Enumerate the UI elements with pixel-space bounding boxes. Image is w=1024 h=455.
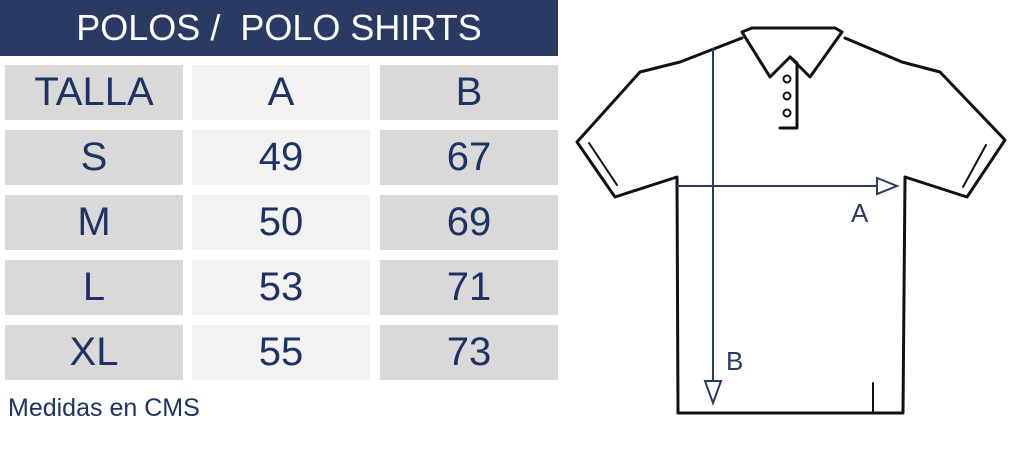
measurement-cell: 73 — [380, 325, 558, 380]
units-note: Medidas en CMS — [8, 394, 200, 422]
measurement-cell: 50 — [192, 195, 370, 250]
measurement-cell: 55 — [192, 325, 370, 380]
measurement-cell: 71 — [380, 260, 558, 315]
header-cell: A — [192, 65, 370, 120]
label-b: B — [726, 346, 743, 376]
measurement-cell: 53 — [192, 260, 370, 315]
size-cell: L — [5, 260, 183, 315]
header-cell: B — [380, 65, 558, 120]
shirt-outline — [575, 26, 1007, 415]
button-icon — [782, 74, 792, 84]
size-cell: XL — [5, 325, 183, 380]
measurement-cell: 67 — [380, 130, 558, 185]
button-icon — [782, 108, 792, 118]
measurement-cell: 49 — [192, 130, 370, 185]
measurement-cell: 69 — [380, 195, 558, 250]
arrow-b-head-icon — [703, 380, 723, 406]
measurement-arrows — [677, 48, 900, 406]
button-icon — [782, 91, 792, 101]
size-chart-title: POLOS / POLO SHIRTS — [0, 0, 558, 56]
header-cell: TALLA — [5, 65, 183, 120]
label-a: A — [851, 198, 869, 228]
size-cell: M — [5, 195, 183, 250]
arrow-a-head-icon — [876, 176, 900, 196]
button-icons — [782, 74, 792, 118]
size-cell: S — [5, 130, 183, 185]
